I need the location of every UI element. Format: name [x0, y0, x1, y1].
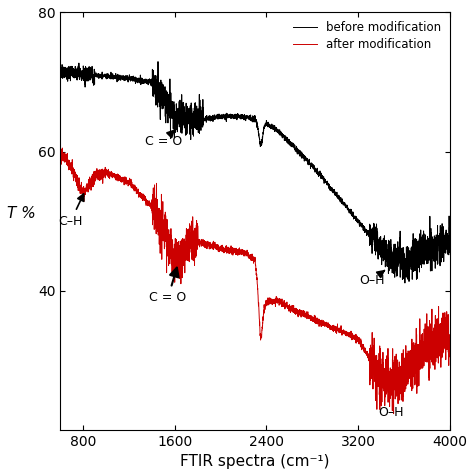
before modification [404, 248, 410, 254]
Line: after modification: after modification [61, 148, 449, 414]
after modification [404, 364, 410, 370]
before modification [58, 69, 64, 74]
before modification [380, 237, 386, 243]
X-axis label: FTIR spectra (cm⁻¹): FTIR spectra (cm⁻¹) [180, 454, 330, 469]
Text: C = O: C = O [149, 268, 187, 304]
Text: O–H: O–H [359, 270, 384, 287]
after modification [391, 411, 396, 416]
after modification [380, 373, 386, 379]
after modification [423, 350, 428, 356]
Text: C–H: C–H [59, 194, 84, 228]
Line: before modification: before modification [61, 61, 449, 283]
before modification [289, 141, 294, 147]
before modification [447, 243, 452, 248]
before modification [423, 232, 428, 238]
after modification [59, 145, 65, 151]
before modification [259, 135, 265, 140]
Y-axis label: T %: T % [7, 206, 36, 221]
before modification [155, 59, 161, 64]
Legend: before modification, after modification: before modification, after modification [288, 16, 446, 56]
Text: O–H: O–H [378, 406, 404, 419]
Text: C = O: C = O [145, 130, 182, 148]
after modification [58, 149, 64, 155]
before modification [402, 280, 408, 286]
after modification [324, 320, 329, 326]
before modification [324, 180, 329, 186]
after modification [259, 325, 265, 331]
after modification [447, 334, 452, 339]
after modification [289, 307, 294, 313]
